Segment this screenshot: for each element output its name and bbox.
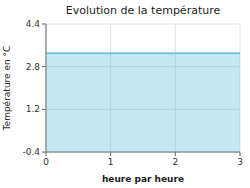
x-tick-label: 1 xyxy=(108,157,114,167)
y-tick xyxy=(42,24,46,25)
x-tick xyxy=(240,152,241,156)
y-tick xyxy=(42,66,46,67)
x-tick xyxy=(175,152,176,156)
y-tick-label: 1.2 xyxy=(26,104,40,114)
axes: -0.4 1.2 2.8 4.4 0 1 2 3 xyxy=(22,19,242,167)
area-fill xyxy=(46,53,240,152)
y-tick-label: 2.8 xyxy=(26,62,41,72)
y-grid-line xyxy=(46,24,240,25)
x-tick-label: 3 xyxy=(237,157,243,167)
y-tick-label: 4.4 xyxy=(26,19,41,29)
area-line xyxy=(46,53,240,55)
y-tick xyxy=(42,109,46,110)
x-tick-label: 2 xyxy=(172,157,178,167)
plot-area xyxy=(46,53,240,152)
x-axis-label: heure par heure xyxy=(102,174,184,184)
chart-container: -0.4 1.2 2.8 4.4 0 1 2 3 Evolution de la tempéra… xyxy=(0,0,250,188)
chart-title: Evolution de la température xyxy=(66,4,221,17)
x-tick xyxy=(110,152,111,156)
x-tick xyxy=(46,152,47,156)
y-tick-label: -0.4 xyxy=(22,147,40,157)
y-tick xyxy=(42,152,46,153)
x-tick-label: 0 xyxy=(43,157,49,167)
y-axis-label: Température en °C xyxy=(2,46,12,132)
chart-svg: -0.4 1.2 2.8 4.4 0 1 2 3 Evolution de la tempéra… xyxy=(0,0,250,188)
